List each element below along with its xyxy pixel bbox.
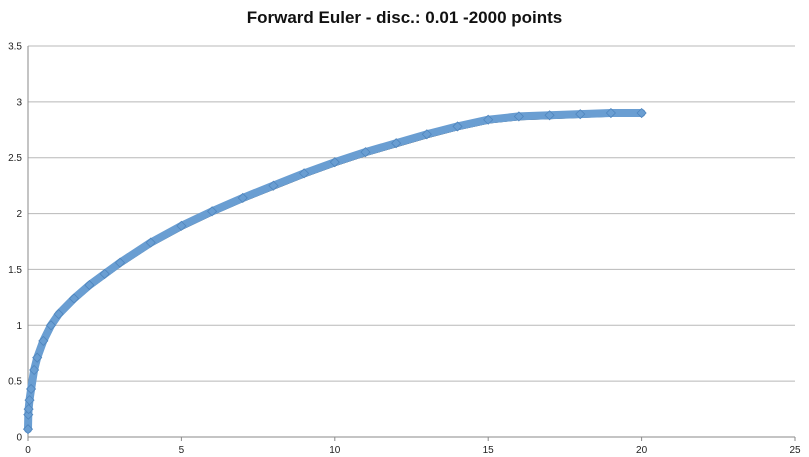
data-point-29 bbox=[605, 107, 616, 119]
data-point-10 bbox=[68, 293, 80, 304]
x-tick-label-15: 15 bbox=[483, 445, 495, 456]
y-tick-label-2.5: 2.5 bbox=[8, 153, 22, 164]
data-point-5 bbox=[29, 364, 40, 376]
y-tick-label-0.5: 0.5 bbox=[8, 377, 22, 388]
data-point-24 bbox=[452, 121, 463, 132]
x-tick-label-0: 0 bbox=[25, 445, 31, 456]
y-tick-label-3.5: 3.5 bbox=[8, 42, 22, 53]
data-point-21 bbox=[360, 147, 371, 158]
data-point-17 bbox=[237, 192, 248, 203]
data-point-11 bbox=[84, 280, 95, 291]
data-point-9 bbox=[53, 309, 64, 320]
data-point-23 bbox=[421, 129, 432, 140]
data-point-25 bbox=[483, 114, 494, 125]
data-point-14 bbox=[145, 237, 156, 248]
y-tick-label-2: 2 bbox=[16, 209, 22, 220]
chart-title: Forward Euler - disc.: 0.01 -2000 points bbox=[246, 8, 563, 27]
data-point-30 bbox=[636, 107, 647, 119]
y-tick-label-3: 3 bbox=[16, 97, 22, 108]
data-point-7 bbox=[38, 335, 49, 346]
y-tick-label-1.5: 1.5 bbox=[8, 265, 22, 276]
x-tick-label-5: 5 bbox=[179, 445, 185, 456]
data-point-3 bbox=[24, 395, 35, 406]
data-point-12 bbox=[99, 268, 110, 279]
y-tick-label-1: 1 bbox=[16, 321, 22, 332]
data-point-8 bbox=[45, 320, 57, 331]
data-point-18 bbox=[268, 180, 279, 191]
data-point-26 bbox=[513, 111, 524, 122]
data-point-15 bbox=[176, 220, 187, 231]
data-point-0 bbox=[22, 424, 34, 435]
data-point-6 bbox=[32, 352, 43, 363]
data-point-28 bbox=[575, 109, 586, 120]
data-point-1 bbox=[23, 409, 34, 420]
data-point-16 bbox=[207, 206, 218, 217]
data-point-19 bbox=[299, 168, 310, 179]
y-tick-label-0: 0 bbox=[16, 433, 22, 444]
data-point-20 bbox=[329, 157, 340, 168]
x-tick-label-25: 25 bbox=[789, 445, 801, 456]
x-tick-label-10: 10 bbox=[329, 445, 341, 456]
x-tick-label-20: 20 bbox=[636, 445, 648, 456]
data-point-13 bbox=[114, 257, 126, 268]
data-point-27 bbox=[544, 110, 555, 121]
data-point-22 bbox=[391, 138, 402, 149]
data-point-4 bbox=[26, 383, 37, 395]
data-point-2 bbox=[23, 404, 34, 415]
